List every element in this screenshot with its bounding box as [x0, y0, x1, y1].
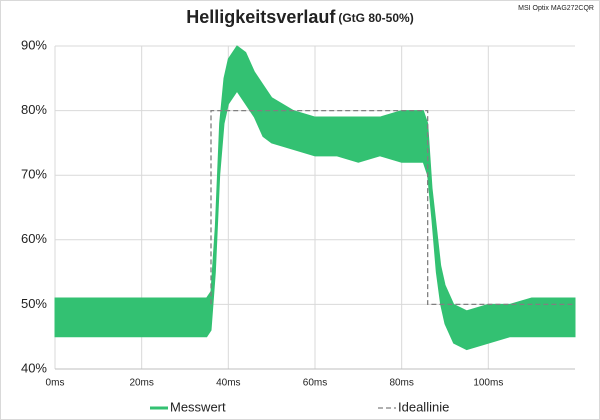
measurement-band [54, 45, 576, 351]
chart-title: Helligkeitsverlauf [186, 7, 336, 27]
x-tick-label: 60ms [303, 378, 327, 389]
y-tick-label: 70% [21, 167, 47, 182]
x-tick-label: 20ms [129, 378, 153, 389]
y-tick-label: 50% [21, 296, 47, 311]
y-tick-label: 90% [21, 37, 47, 52]
x-tick-label: 100ms [473, 378, 503, 389]
x-tick-label: 40ms [216, 378, 240, 389]
y-tick-label: 80% [21, 102, 47, 117]
chart-subtitle: (GtG 80-50%) [338, 11, 413, 25]
note: MSI Optix MAG272CQR [518, 5, 594, 12]
ideal-line [210, 109, 575, 306]
legend-label: Messwert [170, 399, 226, 414]
x-tick-label: 80ms [389, 378, 413, 389]
x-tick-label: 0ms [46, 378, 65, 389]
legend-label: Ideallinie [398, 399, 449, 414]
y-tick-label: 60% [21, 231, 47, 246]
y-tick-label: 40% [21, 360, 47, 375]
